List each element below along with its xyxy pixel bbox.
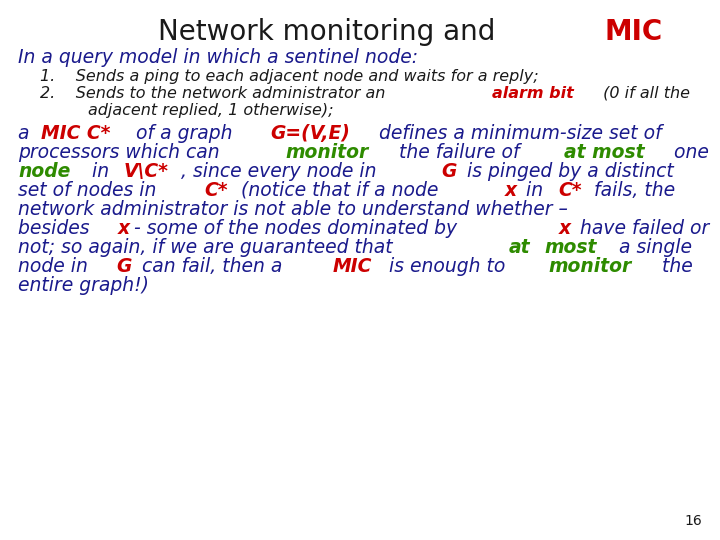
Text: G: G	[441, 162, 456, 181]
Text: the: the	[656, 257, 693, 276]
Text: adjacent replied, 1 otherwise);: adjacent replied, 1 otherwise);	[88, 103, 333, 118]
Text: Network monitoring and: Network monitoring and	[158, 18, 504, 46]
Text: is pinged by a distinct: is pinged by a distinct	[461, 162, 674, 181]
Text: MIC: MIC	[333, 257, 372, 276]
Text: In a query model in which a sentinel node:: In a query model in which a sentinel nod…	[18, 48, 418, 67]
Text: processors which can: processors which can	[18, 143, 225, 162]
Text: in: in	[86, 162, 114, 181]
Text: set of nodes in: set of nodes in	[18, 181, 163, 200]
Text: MIC: MIC	[605, 18, 663, 46]
Text: MIC C*: MIC C*	[40, 124, 110, 143]
Text: 16: 16	[684, 514, 702, 528]
Text: in: in	[521, 181, 549, 200]
Text: one: one	[668, 143, 709, 162]
Text: (notice that if a node: (notice that if a node	[235, 181, 444, 200]
Text: (0 if all the: (0 if all the	[598, 86, 690, 101]
Text: can fail, then a: can fail, then a	[136, 257, 288, 276]
Text: x: x	[505, 181, 517, 200]
Text: monitor: monitor	[286, 143, 369, 162]
Text: - some of the nodes dominated by: - some of the nodes dominated by	[134, 219, 463, 238]
Text: a single: a single	[613, 238, 691, 257]
Text: is enough to: is enough to	[383, 257, 511, 276]
Text: G=(V,E): G=(V,E)	[270, 124, 350, 143]
Text: a: a	[18, 124, 35, 143]
Text: besides: besides	[18, 219, 96, 238]
Text: at most: at most	[564, 143, 645, 162]
Text: alarm bit: alarm bit	[492, 86, 574, 101]
Text: , since every node in: , since every node in	[181, 162, 382, 181]
Text: at: at	[509, 238, 531, 257]
Text: of a graph: of a graph	[130, 124, 238, 143]
Text: node in: node in	[18, 257, 94, 276]
Text: 2.    Sends to the network administrator an: 2. Sends to the network administrator an	[40, 86, 390, 101]
Text: entire graph!): entire graph!)	[18, 276, 149, 295]
Text: monitor: monitor	[549, 257, 632, 276]
Text: have failed or: have failed or	[574, 219, 709, 238]
Text: x: x	[558, 219, 570, 238]
Text: 1.    Sends a ping to each adjacent node and waits for a reply;: 1. Sends a ping to each adjacent node an…	[40, 69, 539, 84]
Text: V\C*: V\C*	[123, 162, 168, 181]
Text: defines a minimum-size set of: defines a minimum-size set of	[373, 124, 662, 143]
Text: x: x	[118, 219, 130, 238]
Text: not; so again, if we are guaranteed that: not; so again, if we are guaranteed that	[18, 238, 399, 257]
Text: most: most	[545, 238, 598, 257]
Text: the failure of: the failure of	[393, 143, 526, 162]
Text: C*: C*	[204, 181, 228, 200]
Text: fails, the: fails, the	[588, 181, 675, 200]
Text: node: node	[18, 162, 71, 181]
Text: network administrator is not able to understand whether –: network administrator is not able to und…	[18, 200, 568, 219]
Text: C*: C*	[558, 181, 582, 200]
Text: G: G	[116, 257, 131, 276]
